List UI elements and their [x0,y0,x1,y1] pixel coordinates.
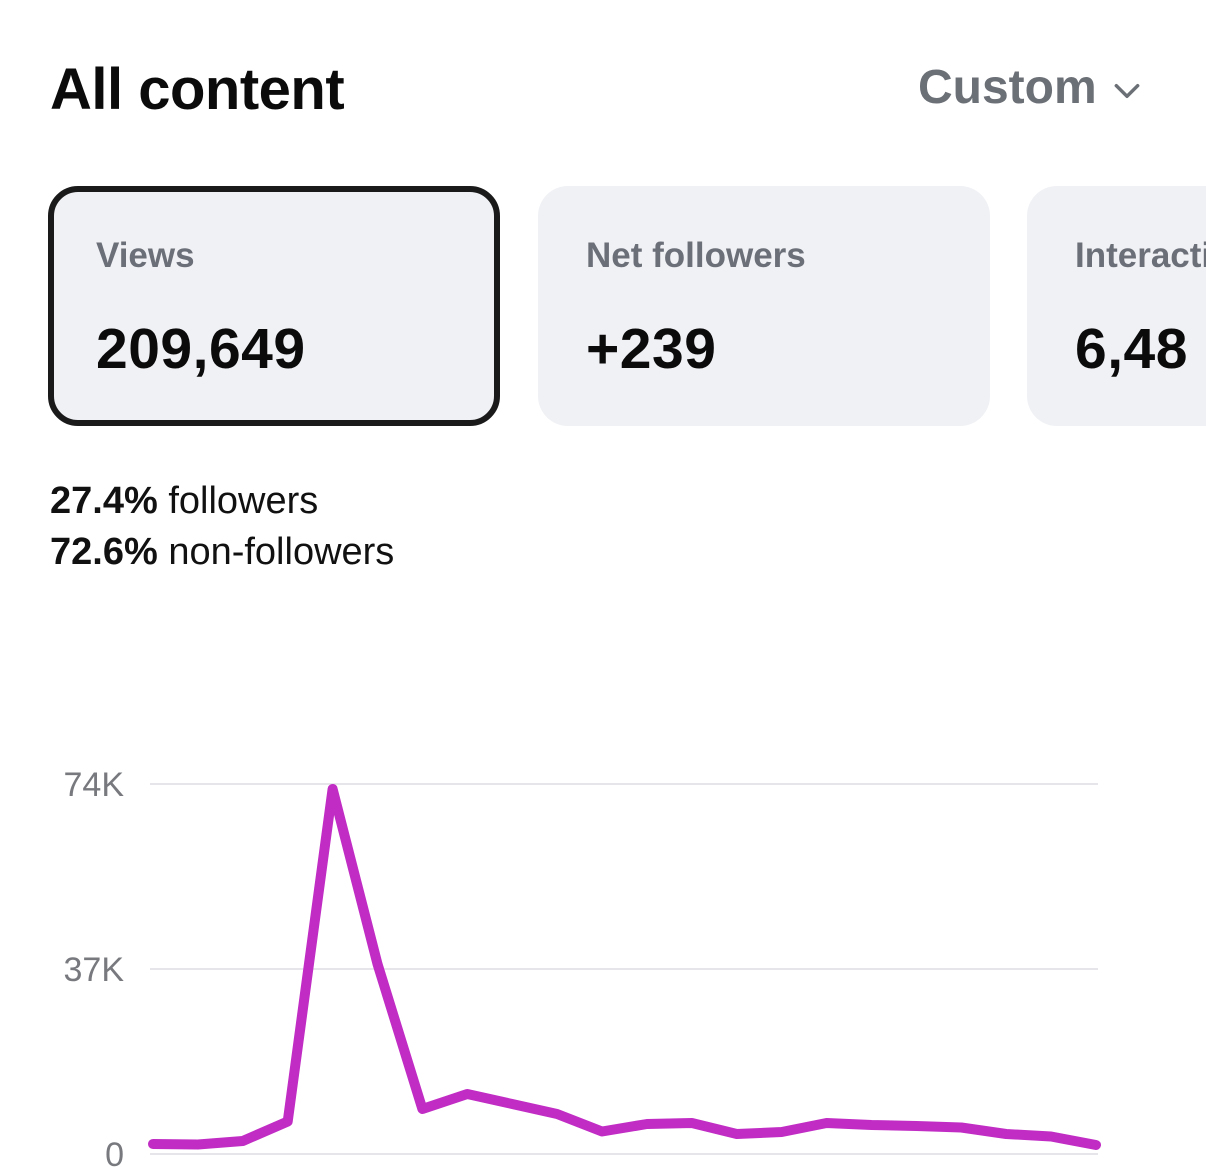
non-followers-percent: 72.6% [50,531,158,573]
net-followers-card-label: Net followers [586,236,806,275]
non-followers-label: non-followers [168,531,395,573]
views-card-value: 209,649 [96,317,306,381]
followers-row: 27.4% followers [50,476,394,527]
date-range-dropdown[interactable]: Custom [918,60,1143,115]
interactions-card-value: 6,48 [1075,317,1188,381]
interactions-card[interactable]: Interactions 6,48 [1027,186,1206,426]
net-followers-card-value: +239 [586,317,717,381]
views-series-line [148,784,1101,1150]
followers-percent: 27.4% [50,480,158,522]
y-tick-label: 37K [64,951,125,989]
followers-label: followers [168,480,319,522]
views-card-label: Views [96,236,195,275]
y-tick-label: 74K [64,766,125,804]
page-title: All content [50,57,345,122]
interactions-card-label: Interactions [1075,236,1206,275]
views-line-chart[interactable]: 0 37K 74K [0,740,1206,1172]
chevron-down-icon [1114,83,1140,98]
date-range-label: Custom [918,61,1097,114]
net-followers-card[interactable]: Net followers +239 [538,186,990,426]
views-card[interactable]: Views 209,649 [48,186,500,426]
metric-cards: Views 209,649 Net followers +239 Interac… [0,186,1206,426]
audience-breakdown: 27.4% followers 72.6% non-followers [50,476,394,578]
non-followers-row: 72.6% non-followers [50,527,394,578]
chart-canvas: 0 37K 74K [64,766,1101,1172]
y-tick-label: 0 [105,1136,124,1172]
